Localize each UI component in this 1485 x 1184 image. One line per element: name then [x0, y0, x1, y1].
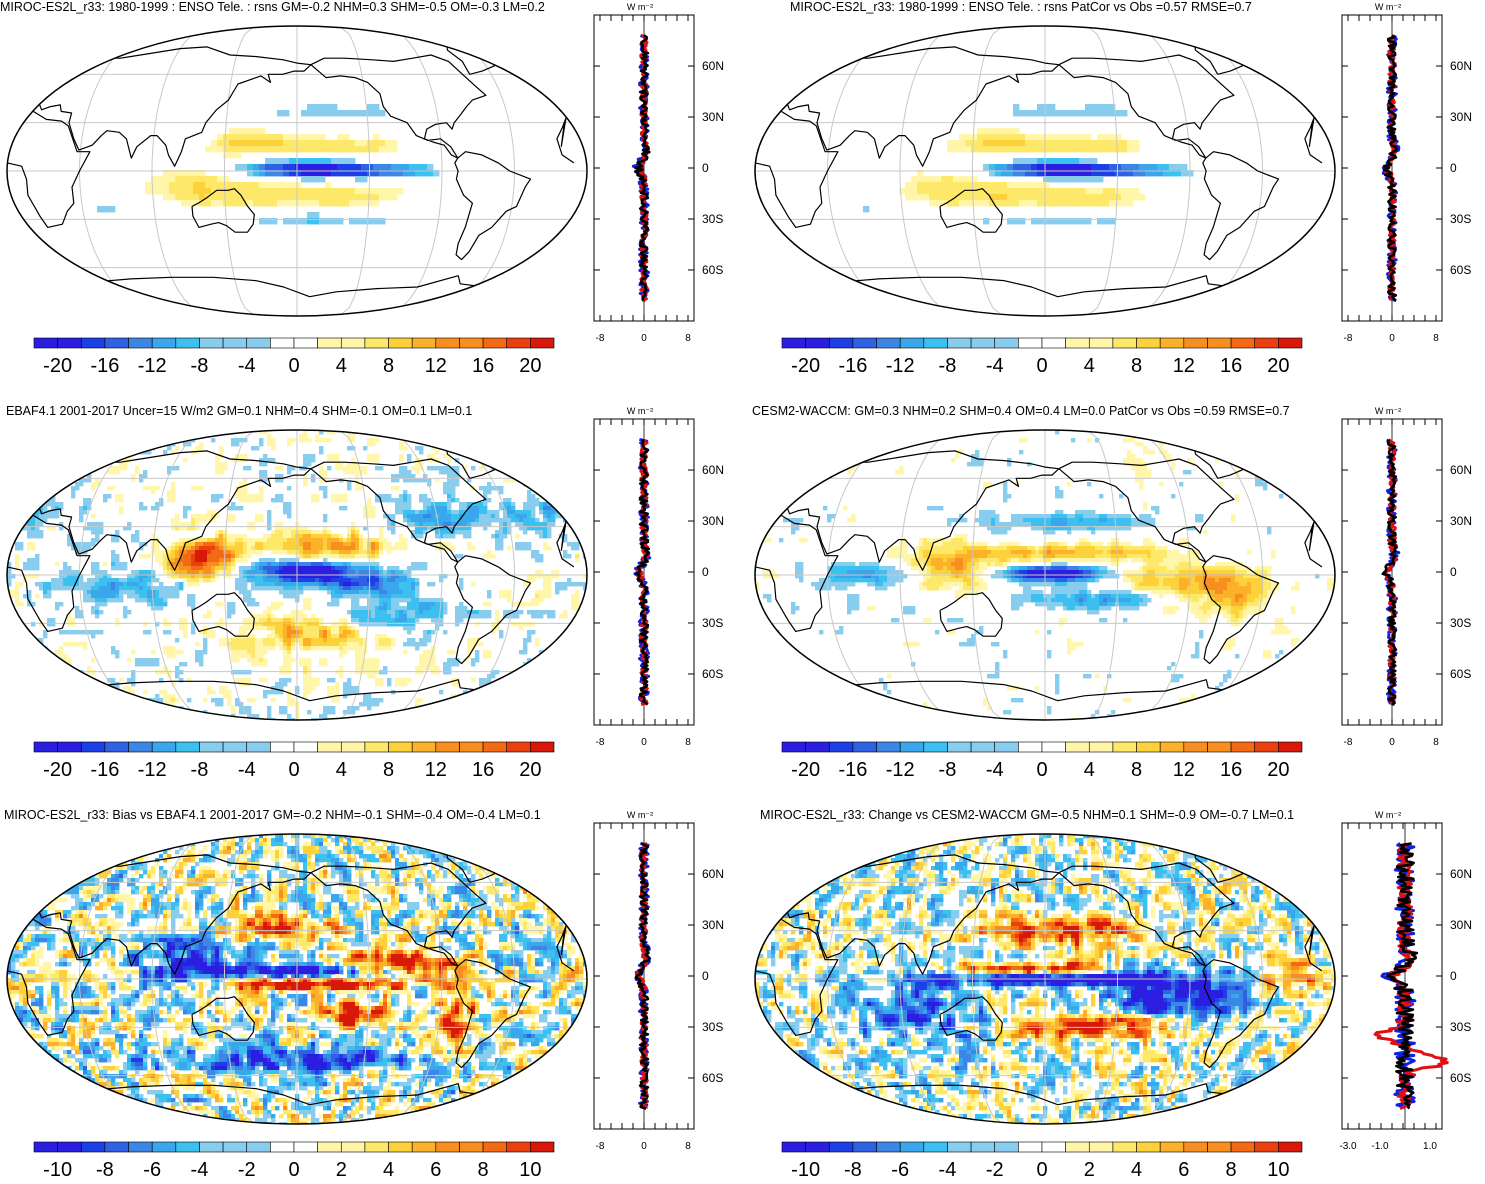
- svg-text:-12: -12: [138, 759, 167, 781]
- map-panel-1: MIROC-ES2L_r33: 1980-1999 : ENSO Tele. :…: [0, 0, 742, 392]
- svg-text:0: 0: [288, 759, 299, 781]
- svg-text:W m⁻²: W m⁻²: [627, 2, 653, 12]
- svg-text:8: 8: [383, 759, 394, 781]
- svg-text:0: 0: [1450, 161, 1457, 175]
- svg-text:W m⁻²: W m⁻²: [1375, 2, 1401, 12]
- svg-text:4: 4: [336, 759, 347, 781]
- svg-text:-8: -8: [191, 759, 209, 781]
- map-panel-2: MIROC-ES2L_r33: 1980-1999 : ENSO Tele. :…: [748, 0, 1485, 392]
- svg-text:8: 8: [685, 333, 691, 342]
- svg-text:60N: 60N: [702, 463, 724, 477]
- zonal-mean-plot: W m⁻² -8 0 8 60N 30N 0 30S 60S: [586, 0, 746, 342]
- zonal-mean-plot: W m⁻² -8 0 8 60N 30N 0 30S 60S: [586, 404, 746, 746]
- panel-title: MIROC-ES2L_r33: 1980-1999 : ENSO Tele. :…: [790, 0, 1252, 14]
- svg-text:16: 16: [472, 355, 494, 377]
- svg-text:W m⁻²: W m⁻²: [627, 406, 653, 416]
- svg-text:-16: -16: [90, 759, 119, 781]
- panel-title: MIROC-ES2L_r33: 1980-1999 : ENSO Tele. :…: [0, 0, 545, 14]
- svg-text:30S: 30S: [702, 212, 723, 226]
- svg-text:12: 12: [1173, 355, 1195, 377]
- map-panel-6: MIROC-ES2L_r33: Change vs CESM2-WACCM GM…: [748, 808, 1485, 1183]
- svg-text:12: 12: [425, 759, 447, 781]
- svg-text:30S: 30S: [702, 616, 723, 630]
- panel-title: MIROC-ES2L_r33: Change vs CESM2-WACCM GM…: [760, 808, 1294, 822]
- world-map: [748, 822, 1348, 1142]
- svg-text:30S: 30S: [1450, 212, 1471, 226]
- svg-text:-12: -12: [138, 355, 167, 377]
- colorbar: -20 -16 -12 -8 -4 0 4 8 12 16 20: [768, 336, 1328, 380]
- svg-text:-20: -20: [43, 759, 72, 781]
- svg-text:60N: 60N: [702, 59, 724, 73]
- svg-text:60S: 60S: [702, 263, 723, 277]
- svg-text:4: 4: [1084, 355, 1095, 377]
- svg-text:30N: 30N: [702, 110, 724, 124]
- panel-title: CESM2-WACCM: GM=0.3 NHM=0.2 SHM=0.4 OM=0…: [752, 404, 1290, 418]
- svg-text:-4: -4: [238, 355, 256, 377]
- svg-text:-16: -16: [838, 355, 867, 377]
- svg-text:-4: -4: [238, 759, 256, 781]
- svg-text:-8: -8: [939, 355, 957, 377]
- svg-text:0: 0: [702, 161, 709, 175]
- panel-title: EBAF4.1 2001-2017 Uncer=15 W/m2 GM=0.1 N…: [6, 404, 472, 418]
- svg-text:8: 8: [1433, 333, 1439, 342]
- world-map: [748, 14, 1348, 334]
- svg-text:12: 12: [425, 355, 447, 377]
- world-map: [0, 418, 600, 738]
- svg-text:60N: 60N: [1450, 59, 1472, 73]
- svg-text:20: 20: [519, 759, 541, 781]
- colorbar: -20 -16 -12 -8 -4 0 4 8 12 16 20: [20, 740, 580, 784]
- svg-text:30N: 30N: [1450, 110, 1472, 124]
- map-panel-3: EBAF4.1 2001-2017 Uncer=15 W/m2 GM=0.1 N…: [0, 404, 742, 796]
- svg-text:-8: -8: [596, 737, 605, 746]
- svg-text:8: 8: [383, 355, 394, 377]
- svg-text:16: 16: [1220, 355, 1242, 377]
- svg-text:16: 16: [472, 759, 494, 781]
- svg-text:0: 0: [1036, 355, 1047, 377]
- svg-text:0: 0: [288, 355, 299, 377]
- svg-text:-8: -8: [596, 333, 605, 342]
- svg-text:-20: -20: [791, 355, 820, 377]
- zonal-mean-plot: W m⁻² -8 0 8 60N 30N 0 30S 60S: [1334, 0, 1485, 342]
- svg-text:8: 8: [1131, 355, 1142, 377]
- svg-text:-20: -20: [43, 355, 72, 377]
- svg-text:30N: 30N: [702, 514, 724, 528]
- panel-title: MIROC-ES2L_r33: Bias vs EBAF4.1 2001-201…: [4, 808, 541, 822]
- svg-text:-8: -8: [1344, 333, 1353, 342]
- svg-text:0: 0: [1389, 333, 1395, 342]
- svg-text:-4: -4: [986, 355, 1004, 377]
- svg-text:-12: -12: [886, 355, 915, 377]
- svg-text:20: 20: [519, 355, 541, 377]
- svg-text:0: 0: [702, 565, 709, 579]
- svg-text:8: 8: [685, 737, 691, 746]
- svg-text:60S: 60S: [702, 667, 723, 681]
- map-panel-5: MIROC-ES2L_r33: Bias vs EBAF4.1 2001-201…: [0, 808, 742, 1183]
- world-map: [748, 418, 1348, 738]
- world-map: [0, 822, 600, 1142]
- svg-text:-16: -16: [90, 355, 119, 377]
- svg-text:0: 0: [641, 333, 647, 342]
- svg-text:60S: 60S: [1450, 263, 1471, 277]
- svg-text:-8: -8: [191, 355, 209, 377]
- svg-text:4: 4: [336, 355, 347, 377]
- world-map: [0, 14, 600, 334]
- map-panel-4: CESM2-WACCM: GM=0.3 NHM=0.2 SHM=0.4 OM=0…: [748, 404, 1485, 796]
- colorbar: -20 -16 -12 -8 -4 0 4 8 12 16 20: [20, 336, 580, 380]
- svg-text:20: 20: [1267, 355, 1289, 377]
- svg-text:0: 0: [641, 737, 647, 746]
